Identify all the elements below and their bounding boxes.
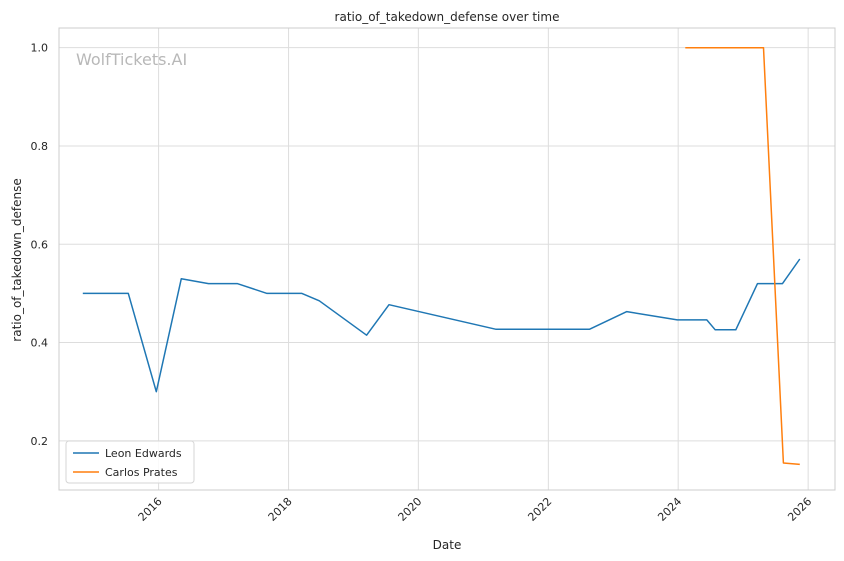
y-tick-label: 1.0 <box>31 42 49 55</box>
x-axis-title: Date <box>433 538 462 552</box>
grid-lines <box>59 28 835 490</box>
y-axis-title: ratio_of_takedown_defense <box>10 178 24 341</box>
x-tick-label: 2020 <box>396 495 425 524</box>
chart-title: ratio_of_takedown_defense over time <box>335 10 560 24</box>
series-lines <box>82 46 801 466</box>
y-axis-ticks: 0.2 0.4 0.6 0.8 1.0 <box>31 42 49 448</box>
series-line-leon-edwards <box>82 258 801 393</box>
plot-area-frame <box>58 27 836 491</box>
x-tick-label: 2024 <box>655 495 684 524</box>
series-line-carlos-prates <box>685 46 800 466</box>
legend-label-carlos-prates: Carlos Prates <box>105 466 178 479</box>
x-tick-label: 2026 <box>785 495 814 524</box>
x-axis-ticks: 2016 2018 2020 2022 2024 2026 <box>136 495 815 524</box>
y-tick-label: 0.8 <box>31 140 49 153</box>
watermark: WolfTickets.AI <box>76 50 187 69</box>
y-tick-label: 0.4 <box>31 337 49 350</box>
y-tick-label: 0.6 <box>31 238 49 251</box>
legend-label-leon-edwards: Leon Edwards <box>105 447 182 460</box>
legend: Leon Edwards Carlos Prates <box>65 440 195 484</box>
x-tick-label: 2018 <box>266 495 295 524</box>
x-tick-label: 2022 <box>525 495 554 524</box>
y-tick-label: 0.2 <box>31 435 49 448</box>
x-tick-label: 2016 <box>136 495 165 524</box>
